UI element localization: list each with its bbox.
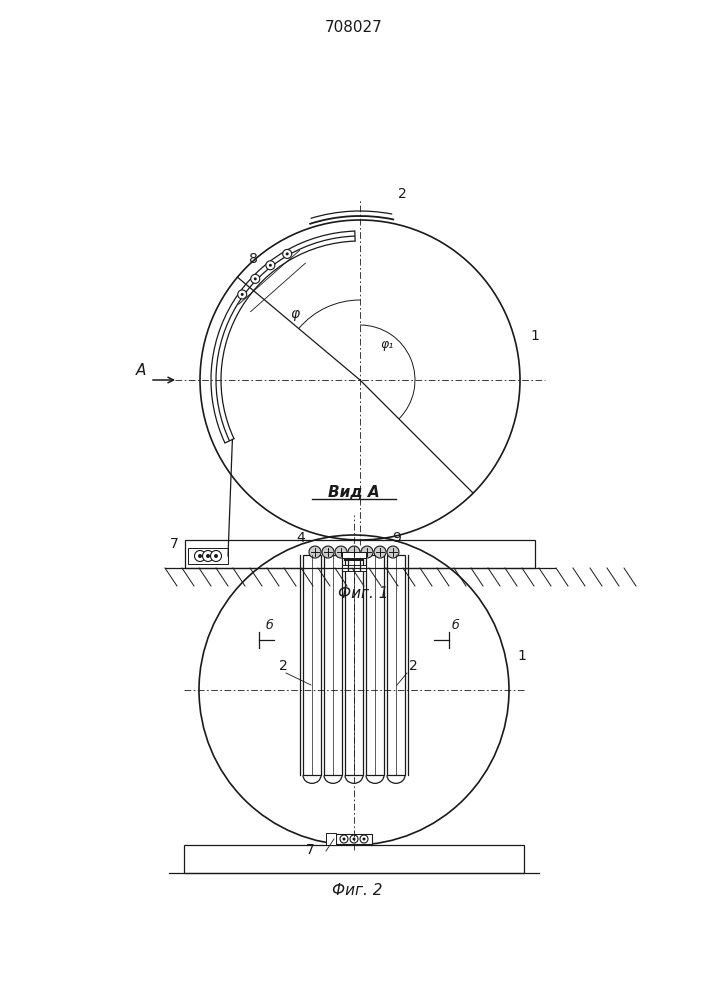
Text: 2: 2 — [409, 659, 418, 673]
Text: 1: 1 — [530, 329, 539, 343]
Text: A: A — [136, 363, 146, 378]
Circle shape — [387, 546, 399, 558]
Circle shape — [198, 554, 202, 558]
Circle shape — [211, 550, 221, 562]
Circle shape — [283, 249, 292, 258]
Circle shape — [240, 293, 244, 296]
Circle shape — [335, 546, 347, 558]
Circle shape — [353, 838, 356, 840]
Circle shape — [251, 274, 259, 283]
Circle shape — [322, 546, 334, 558]
Text: Фиг. 2: Фиг. 2 — [332, 883, 382, 898]
Circle shape — [360, 835, 368, 843]
Text: 1: 1 — [517, 649, 526, 663]
Text: 4: 4 — [296, 531, 305, 545]
Circle shape — [194, 550, 206, 562]
Text: Вид A: Вид A — [328, 485, 380, 500]
Circle shape — [214, 554, 218, 558]
Circle shape — [340, 835, 348, 843]
Bar — [366, 555, 384, 775]
Text: б: б — [452, 619, 460, 632]
Circle shape — [206, 554, 210, 558]
Text: 9: 9 — [392, 531, 401, 545]
Circle shape — [361, 546, 373, 558]
Circle shape — [266, 261, 275, 270]
Circle shape — [363, 838, 366, 840]
Text: 8: 8 — [249, 252, 258, 266]
Bar — [185, 540, 535, 568]
Text: 2: 2 — [398, 187, 407, 201]
Circle shape — [238, 290, 247, 299]
Text: 708027: 708027 — [325, 20, 383, 35]
Circle shape — [286, 252, 288, 255]
Bar — [184, 845, 524, 873]
Bar — [342, 552, 366, 558]
Text: Фиг. 1: Фиг. 1 — [338, 586, 389, 601]
Bar — [342, 565, 366, 571]
Circle shape — [309, 546, 321, 558]
Text: 7: 7 — [170, 537, 179, 551]
Bar — [303, 555, 321, 775]
Circle shape — [254, 277, 257, 280]
Bar — [336, 834, 372, 844]
Text: 2: 2 — [279, 659, 288, 673]
Circle shape — [374, 546, 386, 558]
Bar — [188, 548, 228, 564]
Bar — [387, 555, 405, 775]
Circle shape — [269, 264, 272, 267]
Circle shape — [202, 550, 214, 562]
Text: φ: φ — [290, 307, 299, 321]
Bar — [326, 833, 336, 845]
Circle shape — [348, 546, 360, 558]
Text: б: б — [266, 619, 274, 632]
Circle shape — [342, 838, 346, 840]
Bar — [345, 555, 363, 775]
Circle shape — [350, 835, 358, 843]
Bar — [324, 555, 342, 775]
Text: φ₁: φ₁ — [380, 338, 393, 351]
Text: 7: 7 — [306, 843, 315, 857]
